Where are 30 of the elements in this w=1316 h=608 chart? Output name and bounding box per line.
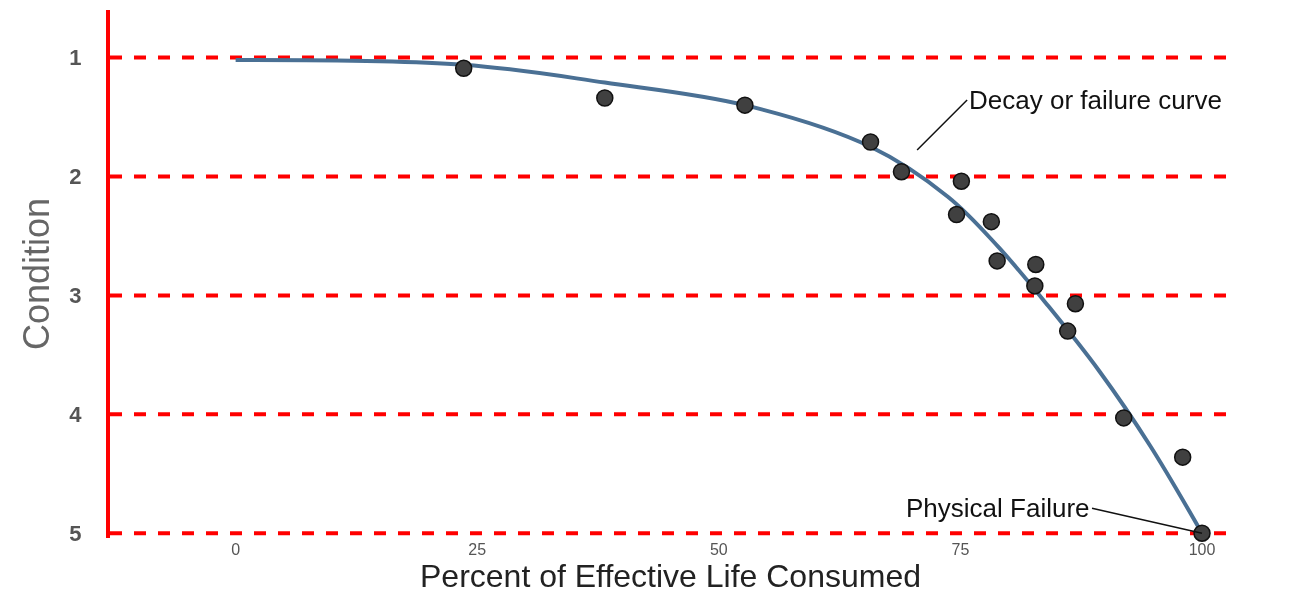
y-axis-title: Condition [15,197,57,351]
point [736,96,754,114]
annotation: Physical Failure [906,493,1090,523]
point [454,59,473,78]
x-tick-label: 0 [231,541,241,558]
point [1066,294,1085,313]
x-tick-label: 75 [951,541,970,558]
y-tick-label: 2 [69,164,82,190]
x-tick-label: 25 [468,541,487,558]
x-tick-label: 100 [1188,541,1216,558]
y-tick-label: 1 [69,45,82,71]
point [1193,524,1211,542]
point [988,252,1006,270]
point [982,212,1001,231]
point [952,172,971,190]
point [1026,277,1044,295]
point [1114,409,1133,427]
point [861,133,880,151]
point [1027,255,1045,274]
point [1173,448,1192,466]
y-tick-label: 4 [69,402,83,428]
x-axis-title: Percent of Effective Life Consumed [419,558,922,594]
point [1058,322,1077,340]
annotation: Decay or failure curve [969,85,1222,115]
y-tick-label: 3 [69,283,82,309]
point [596,89,614,107]
point [947,205,966,224]
point [892,162,911,181]
x-tick-label: 50 [709,541,728,558]
y-tick-label: 5 [69,520,82,546]
